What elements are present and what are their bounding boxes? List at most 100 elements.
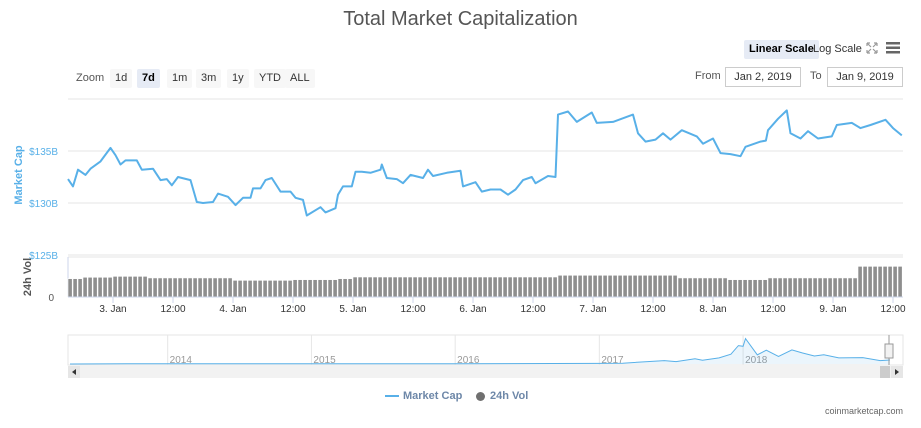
x-tick-label: 5. Jan [339,304,366,315]
volume-bar [437,276,443,298]
volume-bar [832,277,838,298]
zoom-button-1d[interactable]: 1d [110,69,133,88]
zoom-button-all[interactable]: ALL [285,69,315,88]
volume-bar [612,274,618,298]
volume-bar [142,276,148,298]
scrollbar[interactable] [68,366,903,378]
volume-bar [777,277,783,298]
volume-bar [517,276,523,298]
volume-bar [352,276,358,298]
volume-bar [887,266,893,298]
volume-bar [627,274,633,298]
volume-bar [327,279,333,298]
x-tick-label: 12:00 [400,304,425,315]
volume-bar [367,276,373,298]
volume-bar [242,280,248,298]
legend-24h-vol[interactable]: 24h Vol [476,390,528,402]
volume-bar [697,277,703,298]
volume-bar [412,276,418,298]
volume-bar [267,280,273,298]
volume-bar [157,277,163,298]
zoom-button-1y[interactable]: 1y [227,69,249,88]
to-date-input[interactable]: Jan 9, 2019 [827,67,903,87]
volume-bar [187,277,193,298]
volume-bar [882,266,888,298]
volume-bar [727,279,733,298]
volume-bar [167,277,173,298]
to-label: To [810,70,822,82]
legend-market-cap-label: Market Cap [403,390,463,402]
volume-bar [892,266,898,298]
volume-bar [552,276,558,298]
navigator-handle-grip [884,343,894,359]
volume-bar [392,276,398,298]
volume-bar [682,277,688,298]
volume-bar [402,276,408,298]
volume-bar [562,274,568,298]
scrollbar-thumb [880,366,890,378]
volume-bar [782,277,788,298]
volume-bar [667,274,673,298]
market-cap-line [67,109,903,217]
x-tick-label: 8. Jan [699,304,726,315]
volume-bar [442,276,448,298]
zoom-button-7d[interactable]: 7d [137,69,160,88]
hamburger-menu-icon[interactable] [886,41,901,55]
volume-bar [852,277,858,298]
volume-bar [217,277,223,298]
volume-bar [357,276,363,298]
scroll-left-arrow-icon [72,369,76,375]
volume-bar [382,276,388,298]
volume-bar [637,274,643,298]
navigator-line [69,337,891,365]
volume-bar [732,279,738,298]
navigator-handle[interactable] [884,335,894,365]
volume-bar [532,276,538,298]
market-cap-chart[interactable]: $125B $130B $135B Market Cap 24h Vol 0 3. Jan 1… [0,0,921,400]
log-scale-button[interactable]: Log Scale [813,43,862,55]
volume-bar [702,277,708,298]
volume-bar [232,280,238,298]
linear-scale-button[interactable]: Linear Scale [744,40,819,59]
volume-bar [857,266,863,298]
y-axis-title: Market Cap [13,145,25,205]
volume-bar [502,276,508,298]
volume-bar [872,266,878,298]
volume-bar [812,277,818,298]
legend-market-cap[interactable]: Market Cap [385,390,462,402]
volume-bar [572,274,578,298]
volume-bar [212,277,218,298]
zoom-button-ytd[interactable]: YTD [254,69,286,88]
from-date-input[interactable]: Jan 2, 2019 [725,67,801,87]
credit-link[interactable]: coinmarketcap.com [824,406,903,416]
volume-bar [817,277,823,298]
legend-circle-icon [476,391,485,401]
volume-bar [592,274,598,298]
volume-bar [72,278,78,298]
from-label: From [695,70,721,82]
zoom-button-1m[interactable]: 1m [167,69,193,88]
zoom-button-3m[interactable]: 3m [196,69,222,88]
volume-bar [77,278,83,298]
volume-bar [127,276,133,298]
fullscreen-icon[interactable] [864,40,880,56]
x-tick-label: 12:00 [880,304,905,315]
volume-bar [407,276,413,298]
volume-bar [372,276,378,298]
navigator-year-label: 2014 [170,355,193,366]
volume-axis-title: 24h Vol [22,258,34,296]
volume-bar [427,276,433,298]
y-tick-label: $125B [29,251,58,262]
volume-bar [177,277,183,298]
volume-bar [277,280,283,298]
volume-bar [82,276,88,298]
volume-bar [252,280,258,298]
volume-bar [492,276,498,298]
navigator-year-label: 2016 [457,355,480,366]
volume-bar [717,277,723,298]
volume-bar [822,277,828,298]
x-tick-label: 7. Jan [579,304,606,315]
volume-bar [467,276,473,298]
volume-bar [652,274,658,298]
volume-bar [272,280,278,298]
